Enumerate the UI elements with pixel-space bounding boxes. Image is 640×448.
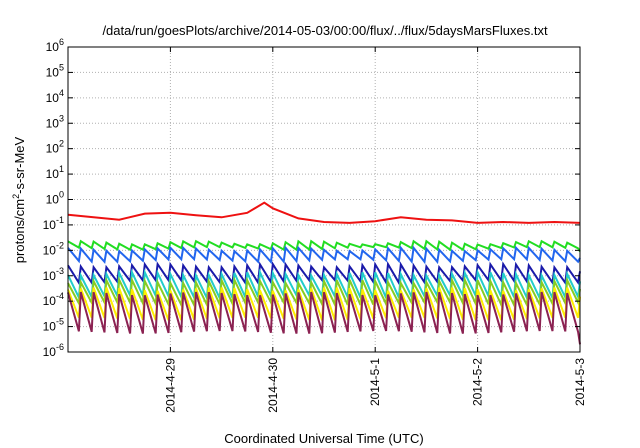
y-tick-exponent: 4 [59, 88, 64, 98]
y-tick-label: 101 [46, 164, 64, 181]
series-line [67, 260, 581, 286]
y-tick-exponent: 0 [59, 190, 64, 200]
y-tick-exponent: -5 [56, 317, 64, 327]
y-tick-label: 104 [46, 88, 64, 105]
series-line [67, 239, 581, 253]
y-tick-label: 10-4 [43, 291, 64, 308]
y-axis-label-suffix: -s-sr-MeV [12, 136, 27, 193]
y-tick-exponent: 1 [59, 164, 64, 174]
y-tick-exponent: 3 [59, 113, 64, 123]
y-tick-base: 10 [46, 167, 60, 181]
y-tick-exponent: -2 [56, 240, 64, 250]
y-tick-exponent: 5 [59, 62, 64, 72]
y-ticks: 10-610-510-410-310-210-11001011021031041… [43, 37, 580, 359]
y-tick-base: 10 [46, 91, 60, 105]
series-line [67, 201, 581, 224]
y-tick-base: 10 [43, 294, 57, 308]
x-ticks: 2014-4-29 2014-4-30 2014-5-1 2014-5-2 2014-5… [163, 47, 587, 413]
y-axis-label-prefix: protons/cm [12, 199, 27, 263]
y-tick-exponent: -1 [56, 215, 64, 225]
y-tick-base: 10 [43, 345, 57, 359]
x-tick-label: 2014-4-30 [266, 358, 280, 413]
y-tick-label: 10-2 [43, 240, 64, 257]
y-tick-base: 10 [43, 269, 57, 283]
y-tick-label: 103 [46, 113, 64, 130]
chart-title: /data/run/goesPlots/archive/2014-05-03/0… [102, 23, 548, 38]
series-line [67, 245, 581, 265]
x-axis-label: Coordinated Universal Time (UTC) [224, 431, 423, 446]
y-tick-exponent: -6 [56, 342, 64, 352]
x-tick-label: 2014-5-1 [368, 358, 382, 406]
y-tick-label: 10-5 [43, 317, 64, 334]
y-axis-label: protons/cm2-s-sr-MeV [11, 136, 27, 263]
series-group [67, 201, 581, 345]
x-tick-label: 2014-5-3 [573, 358, 587, 406]
y-tick-label: 10-6 [43, 342, 64, 359]
y-tick-label: 100 [46, 190, 64, 207]
y-tick-base: 10 [46, 40, 60, 54]
y-tick-base: 10 [46, 193, 60, 207]
y-tick-label: 10-1 [43, 215, 64, 232]
y-tick-exponent: -3 [56, 266, 64, 276]
y-axis-label-sup: 2 [11, 194, 21, 199]
series-line [67, 291, 581, 345]
x-tick-label: 2014-5-2 [471, 358, 485, 406]
y-tick-label: 105 [46, 62, 64, 79]
y-tick-exponent: -4 [56, 291, 64, 301]
y-tick-base: 10 [46, 65, 60, 79]
y-tick-exponent: 2 [59, 139, 64, 149]
y-tick-base: 10 [43, 218, 57, 232]
y-tick-label: 106 [46, 37, 64, 54]
y-tick-label: 102 [46, 139, 64, 156]
y-tick-exponent: 6 [59, 37, 64, 47]
y-tick-base: 10 [46, 116, 60, 130]
y-tick-base: 10 [43, 243, 57, 257]
x-tick-label: 2014-4-29 [163, 358, 177, 413]
y-tick-label: 10-3 [43, 266, 64, 283]
y-tick-base: 10 [46, 142, 60, 156]
y-tick-base: 10 [43, 320, 57, 334]
